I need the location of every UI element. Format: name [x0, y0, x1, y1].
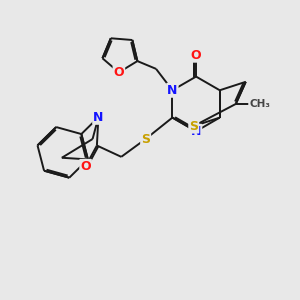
Text: S: S	[141, 133, 150, 146]
Text: O: O	[80, 160, 91, 173]
Text: O: O	[191, 49, 201, 62]
Text: CH₃: CH₃	[249, 99, 270, 109]
Text: N: N	[93, 111, 103, 124]
Text: N: N	[167, 84, 178, 97]
Text: S: S	[189, 120, 198, 133]
Text: O: O	[114, 66, 124, 79]
Text: N: N	[191, 125, 201, 138]
